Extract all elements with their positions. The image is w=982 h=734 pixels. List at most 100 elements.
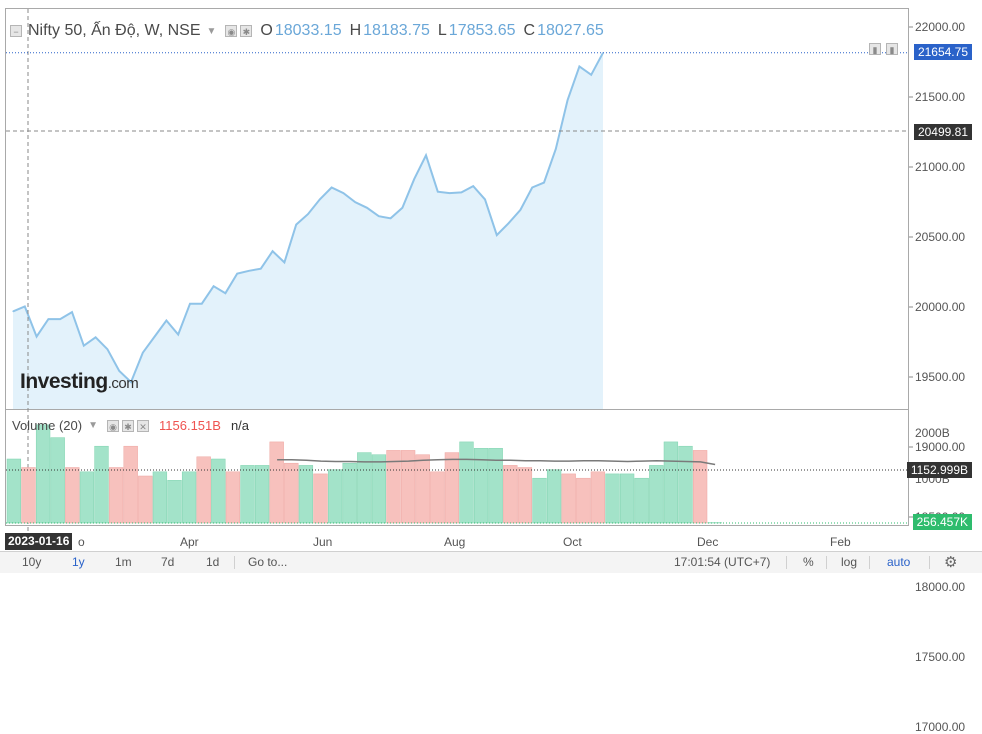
- logo-suffix: .com: [108, 375, 139, 392]
- volume-title[interactable]: Volume (20): [12, 418, 82, 433]
- separator: [826, 556, 827, 569]
- period-1y[interactable]: 1y: [72, 555, 85, 569]
- price-point: [484, 199, 485, 200]
- price-point: [225, 293, 226, 294]
- crosshair-date: 2023-01-16: [8, 534, 69, 548]
- volume-bar: [533, 478, 547, 523]
- volume-last-tag: 256.457K: [913, 514, 972, 530]
- percent-toggle[interactable]: %: [803, 555, 814, 569]
- period-10y[interactable]: 10y: [22, 555, 41, 569]
- price-point: [496, 235, 497, 236]
- price-chart[interactable]: [0, 0, 982, 572]
- separator: [929, 556, 930, 569]
- price-point: [366, 207, 367, 208]
- scroll-left-icon[interactable]: ▮: [869, 43, 881, 55]
- price-axis-tick: 21500.00: [915, 90, 965, 104]
- bottom-toolbar: 10y 1y 1m 7d 1d Go to... 17:01:54 (UTC+7…: [0, 551, 982, 573]
- auto-toggle[interactable]: auto: [887, 555, 910, 569]
- volume-bar: [314, 474, 328, 523]
- scroll-right-icon[interactable]: ▮: [886, 43, 898, 55]
- price-area: [13, 53, 603, 409]
- volume-bar: [649, 465, 663, 523]
- price-point: [555, 148, 556, 149]
- price-point: [142, 352, 143, 353]
- logo-main: Investing: [20, 370, 108, 393]
- price-axis-tick: 17000.00: [915, 720, 965, 734]
- volume-bar: [635, 478, 649, 523]
- time-axis-label: Oct: [563, 535, 582, 549]
- ohlc-value: 17853.65: [449, 22, 516, 40]
- volume-bar: [255, 465, 269, 523]
- period-7d[interactable]: 7d: [161, 555, 174, 569]
- volume-bar: [576, 478, 590, 523]
- price-point: [473, 186, 474, 187]
- volume-bar: [547, 470, 561, 523]
- ohlc-key: H: [350, 22, 362, 40]
- volume-bar: [124, 446, 138, 523]
- investing-logo: Investing.com: [20, 370, 138, 394]
- time-axis-label-partial: o: [78, 535, 85, 549]
- eye-icon[interactable]: ◉: [107, 420, 119, 432]
- price-point: [83, 345, 84, 346]
- ohlc-key: O: [260, 22, 272, 40]
- log-toggle[interactable]: log: [841, 555, 857, 569]
- settings-gear-icon[interactable]: ⚙: [944, 553, 957, 571]
- volume-bar: [343, 463, 357, 523]
- eye-icon[interactable]: ◉: [225, 25, 237, 37]
- chevron-down-icon[interactable]: ▼: [207, 26, 217, 37]
- price-point: [36, 336, 37, 337]
- volume-bar: [138, 476, 152, 523]
- price-point: [508, 223, 509, 224]
- price-axis-tick: 19000.00: [915, 440, 965, 454]
- price-point: [296, 224, 297, 225]
- price-point: [95, 337, 96, 338]
- ohlc-key: L: [438, 22, 447, 40]
- price-point: [237, 273, 238, 274]
- goto-button[interactable]: Go to...: [248, 555, 287, 569]
- price-point: [390, 218, 391, 219]
- price-point: [331, 187, 332, 188]
- volume-na: n/a: [231, 418, 249, 433]
- time-axis-label: Jun: [313, 535, 332, 549]
- gear-icon[interactable]: ✱: [122, 420, 134, 432]
- price-point: [12, 311, 13, 312]
- volume-legend: Volume (20) ▼ ◉ ✱ ✕ 1156.151B n/a: [12, 418, 249, 433]
- symbol-title[interactable]: Nifty 50, Ấn Độ, W, NSE: [28, 22, 201, 40]
- volume-bar: [80, 472, 94, 523]
- volume-bar: [182, 472, 196, 523]
- volume-bar: [503, 465, 517, 523]
- collapse-toggle-icon[interactable]: −: [10, 25, 22, 37]
- price-point: [107, 349, 108, 350]
- price-point: [378, 216, 379, 217]
- volume-bar: [328, 470, 342, 523]
- period-1m[interactable]: 1m: [115, 555, 132, 569]
- volume-bar: [7, 459, 21, 523]
- volume-bar: [51, 438, 65, 523]
- volume-bar: [168, 480, 182, 523]
- volume-bar: [197, 457, 211, 523]
- volume-bar: [270, 442, 284, 523]
- volume-bar: [22, 468, 36, 524]
- close-icon[interactable]: ✕: [137, 420, 149, 432]
- volume-bar: [518, 468, 532, 524]
- crosshair-price-tag: 20499.81: [914, 124, 972, 140]
- price-point: [461, 192, 462, 193]
- volume-bar: [241, 465, 255, 523]
- volume-bar: [679, 446, 693, 523]
- gear-icon[interactable]: ✱: [240, 25, 252, 37]
- volume-bar: [562, 474, 576, 523]
- period-1d[interactable]: 1d: [206, 555, 219, 569]
- price-point: [284, 262, 285, 263]
- chevron-down-icon[interactable]: ▼: [88, 420, 98, 431]
- volume-bar: [372, 455, 386, 523]
- volume-bar: [606, 474, 620, 523]
- price-point: [437, 191, 438, 192]
- price-point: [248, 270, 249, 271]
- separator: [786, 556, 787, 569]
- price-point: [71, 312, 72, 313]
- volume-bar: [65, 468, 79, 524]
- volume-axis-tick: 2000B: [915, 426, 950, 440]
- price-point: [520, 209, 521, 210]
